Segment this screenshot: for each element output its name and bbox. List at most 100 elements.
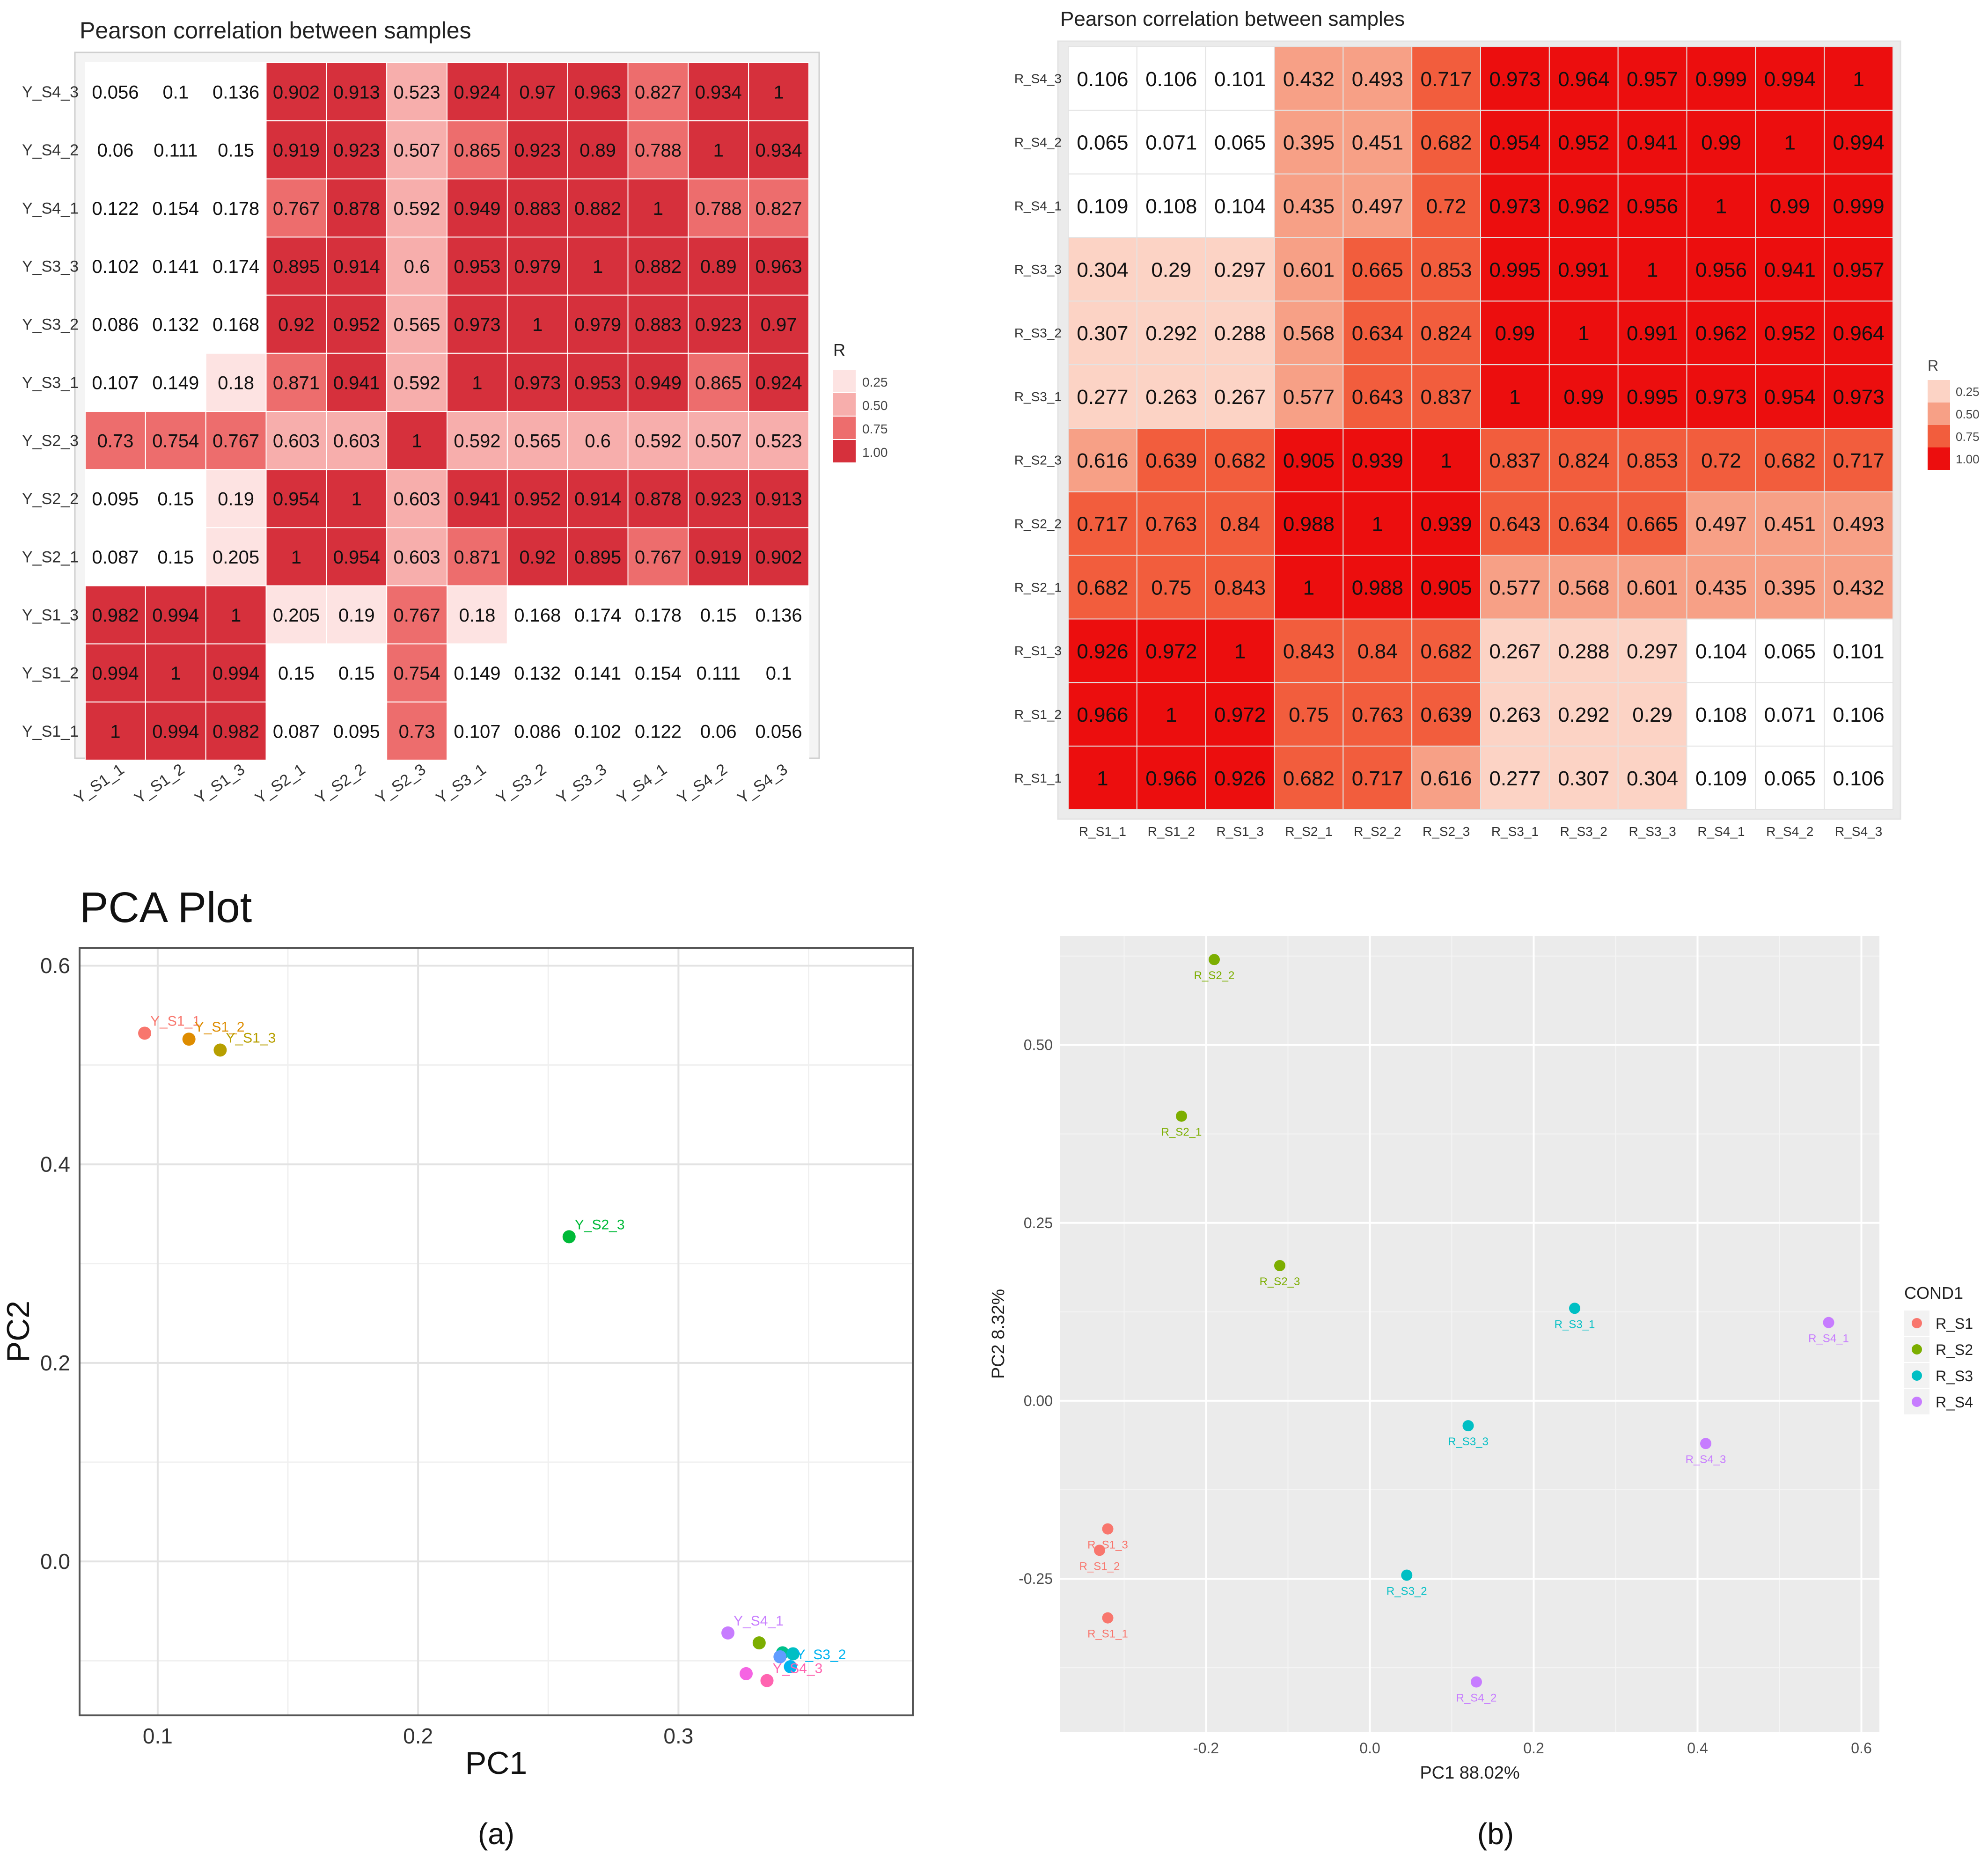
pca-b-panel-bg bbox=[1060, 936, 1879, 1732]
hm-a-cell bbox=[567, 62, 629, 122]
hm-a-cell bbox=[447, 527, 508, 586]
hm-b-cell-value: 0.065 bbox=[1764, 767, 1816, 790]
hm-b-cell-value: 0.29 bbox=[1632, 703, 1673, 726]
hm-b-cell-value: 0.717 bbox=[1077, 513, 1128, 536]
hm-b-cell-value: 1 bbox=[1784, 132, 1796, 154]
hm-a-cell-value: 0.205 bbox=[273, 605, 320, 626]
pca-b-x-tick-label: 0.0 bbox=[1359, 1740, 1380, 1757]
hm-b-x-tick-label: R_S1_3 bbox=[1216, 824, 1263, 839]
hm-b-cell-value: 0.717 bbox=[1421, 68, 1472, 91]
hm-a-cell bbox=[85, 294, 146, 354]
hm-b-cell-value: 0.101 bbox=[1214, 68, 1266, 91]
hm-a-cell-value: 0.507 bbox=[394, 140, 440, 161]
hm-b-cell bbox=[1342, 46, 1413, 111]
hm-b-cell-value: 0.682 bbox=[1077, 576, 1128, 599]
heatmap-b-legend-label-1: 0.25 bbox=[1956, 385, 1980, 399]
hm-a-cell bbox=[567, 236, 629, 296]
hm-a-cell-value: 0.73 bbox=[97, 431, 133, 451]
hm-b-cell-value: 0.065 bbox=[1764, 640, 1816, 663]
hm-a-cell-value: 0.168 bbox=[213, 315, 259, 335]
hm-b-cell-value: 0.682 bbox=[1214, 449, 1266, 472]
hm-b-y-tick-label: R_S1_3 bbox=[1014, 644, 1062, 658]
hm-b-y-tick-label: R_S4_1 bbox=[1014, 198, 1062, 213]
hm-a-cell bbox=[205, 62, 267, 122]
hm-a-cell-value: 0.953 bbox=[574, 373, 621, 393]
hm-b-cell bbox=[1617, 618, 1687, 683]
pca-a-gridlines bbox=[80, 948, 913, 1715]
pca-a-point bbox=[562, 1230, 576, 1244]
hm-a-cell-value: 0.919 bbox=[695, 547, 742, 568]
hm-b-cell-value: 0.853 bbox=[1421, 258, 1472, 281]
hm-a-cell bbox=[748, 701, 809, 761]
hm-a-cell-value: 0.056 bbox=[92, 82, 139, 103]
hm-a-cell bbox=[145, 236, 206, 296]
hm-b-cell bbox=[1686, 237, 1756, 302]
pca-b-legend-dot-3 bbox=[1912, 1370, 1922, 1381]
hm-a-cell-value: 0.963 bbox=[574, 82, 621, 103]
hm-b-cell bbox=[1136, 682, 1206, 747]
hm-b-cell-value: 0.75 bbox=[1151, 576, 1191, 599]
hm-a-cell-value: 0.878 bbox=[635, 489, 682, 510]
hm-b-cell bbox=[1136, 364, 1206, 429]
hm-b-cell-value: 0.682 bbox=[1764, 449, 1816, 472]
hm-a-cell bbox=[447, 643, 508, 703]
hm-b-cell-value: 0.577 bbox=[1283, 386, 1335, 409]
hm-a-cell-value: 0.994 bbox=[92, 663, 139, 684]
hm-a-x-tick-label: Y_S1_2 bbox=[131, 761, 188, 808]
hm-a-cell-value: 0.89 bbox=[580, 140, 616, 161]
hm-b-cell-value: 0.106 bbox=[1833, 703, 1885, 726]
hm-a-cell bbox=[205, 178, 267, 238]
hm-b-cell-value: 0.601 bbox=[1627, 576, 1678, 599]
pca-b-point-label: R_S3_1 bbox=[1555, 1318, 1595, 1331]
hm-b-cell bbox=[1274, 364, 1344, 429]
hm-b-cell bbox=[1548, 173, 1619, 238]
hm-a-cell bbox=[326, 352, 388, 412]
hm-a-cell-value: 0.102 bbox=[92, 256, 139, 277]
hm-b-cell-value: 0.994 bbox=[1833, 132, 1885, 154]
hm-b-cell-value: 0.568 bbox=[1558, 576, 1609, 599]
hm-a-cell-value: 0.754 bbox=[152, 431, 199, 451]
hm-b-cell-value: 0.071 bbox=[1145, 132, 1197, 154]
hm-a-cell bbox=[447, 120, 508, 180]
pca-a-point bbox=[784, 1660, 797, 1674]
pca-b-point-label: R_S1_2 bbox=[1079, 1560, 1120, 1573]
hm-a-cell bbox=[386, 294, 448, 354]
hm-b-cell bbox=[1274, 618, 1344, 683]
hm-b-cell-value: 0.288 bbox=[1214, 322, 1266, 345]
pca-b-point-label: R_S2_1 bbox=[1161, 1126, 1202, 1139]
hm-a-cell bbox=[447, 352, 508, 412]
heatmap-b-legend-label-4: 1.00 bbox=[1956, 452, 1980, 466]
hm-a-cell bbox=[85, 120, 146, 180]
heatmap-b-legend-label-2: 0.50 bbox=[1956, 407, 1980, 421]
hm-b-cell-value: 0.616 bbox=[1421, 767, 1472, 790]
hm-a-cell bbox=[748, 411, 809, 470]
hm-b-cell-value: 0.435 bbox=[1695, 576, 1747, 599]
hm-b-cell bbox=[1548, 364, 1619, 429]
hm-b-cell bbox=[1824, 555, 1894, 620]
pca-b-point-label: R_S1_3 bbox=[1087, 1539, 1128, 1552]
hm-b-cell-value: 0.106 bbox=[1833, 767, 1885, 790]
pca-b-point-label: R_S2_2 bbox=[1194, 969, 1235, 982]
hm-a-cell bbox=[265, 585, 327, 644]
hm-b-y-tick-label: R_S2_3 bbox=[1014, 453, 1062, 468]
heatmap-a-legend-key-1 bbox=[833, 370, 856, 392]
hm-b-cell bbox=[1342, 364, 1413, 429]
hm-a-cell-value: 0.111 bbox=[154, 140, 198, 161]
hm-b-cell bbox=[1824, 364, 1894, 429]
hm-a-cell bbox=[386, 178, 448, 238]
heatmap-b-cells: 0.106 0.106 0.101 0.432 0.493 0.717 0.973 0.964… bbox=[1068, 46, 1894, 810]
hm-a-cell-value: 0.132 bbox=[152, 315, 199, 335]
hm-b-cell-value: 0.682 bbox=[1421, 132, 1472, 154]
hm-a-cell-value: 0.6 bbox=[585, 431, 611, 451]
pca-a-y-tick-label: 0.6 bbox=[40, 953, 70, 978]
hm-b-cell-value: 0.956 bbox=[1627, 195, 1678, 218]
hm-b-cell-value: 0.999 bbox=[1695, 68, 1747, 91]
hm-a-cell-value: 0.954 bbox=[333, 547, 380, 568]
hm-b-cell bbox=[1342, 300, 1413, 366]
pca-b-x-tick-label: 0.2 bbox=[1523, 1740, 1544, 1757]
hm-a-cell-value: 0.15 bbox=[157, 489, 194, 510]
hm-b-cell bbox=[1342, 618, 1413, 683]
hm-b-cell bbox=[1136, 300, 1206, 366]
hm-a-cell-value: 0.941 bbox=[454, 489, 500, 510]
